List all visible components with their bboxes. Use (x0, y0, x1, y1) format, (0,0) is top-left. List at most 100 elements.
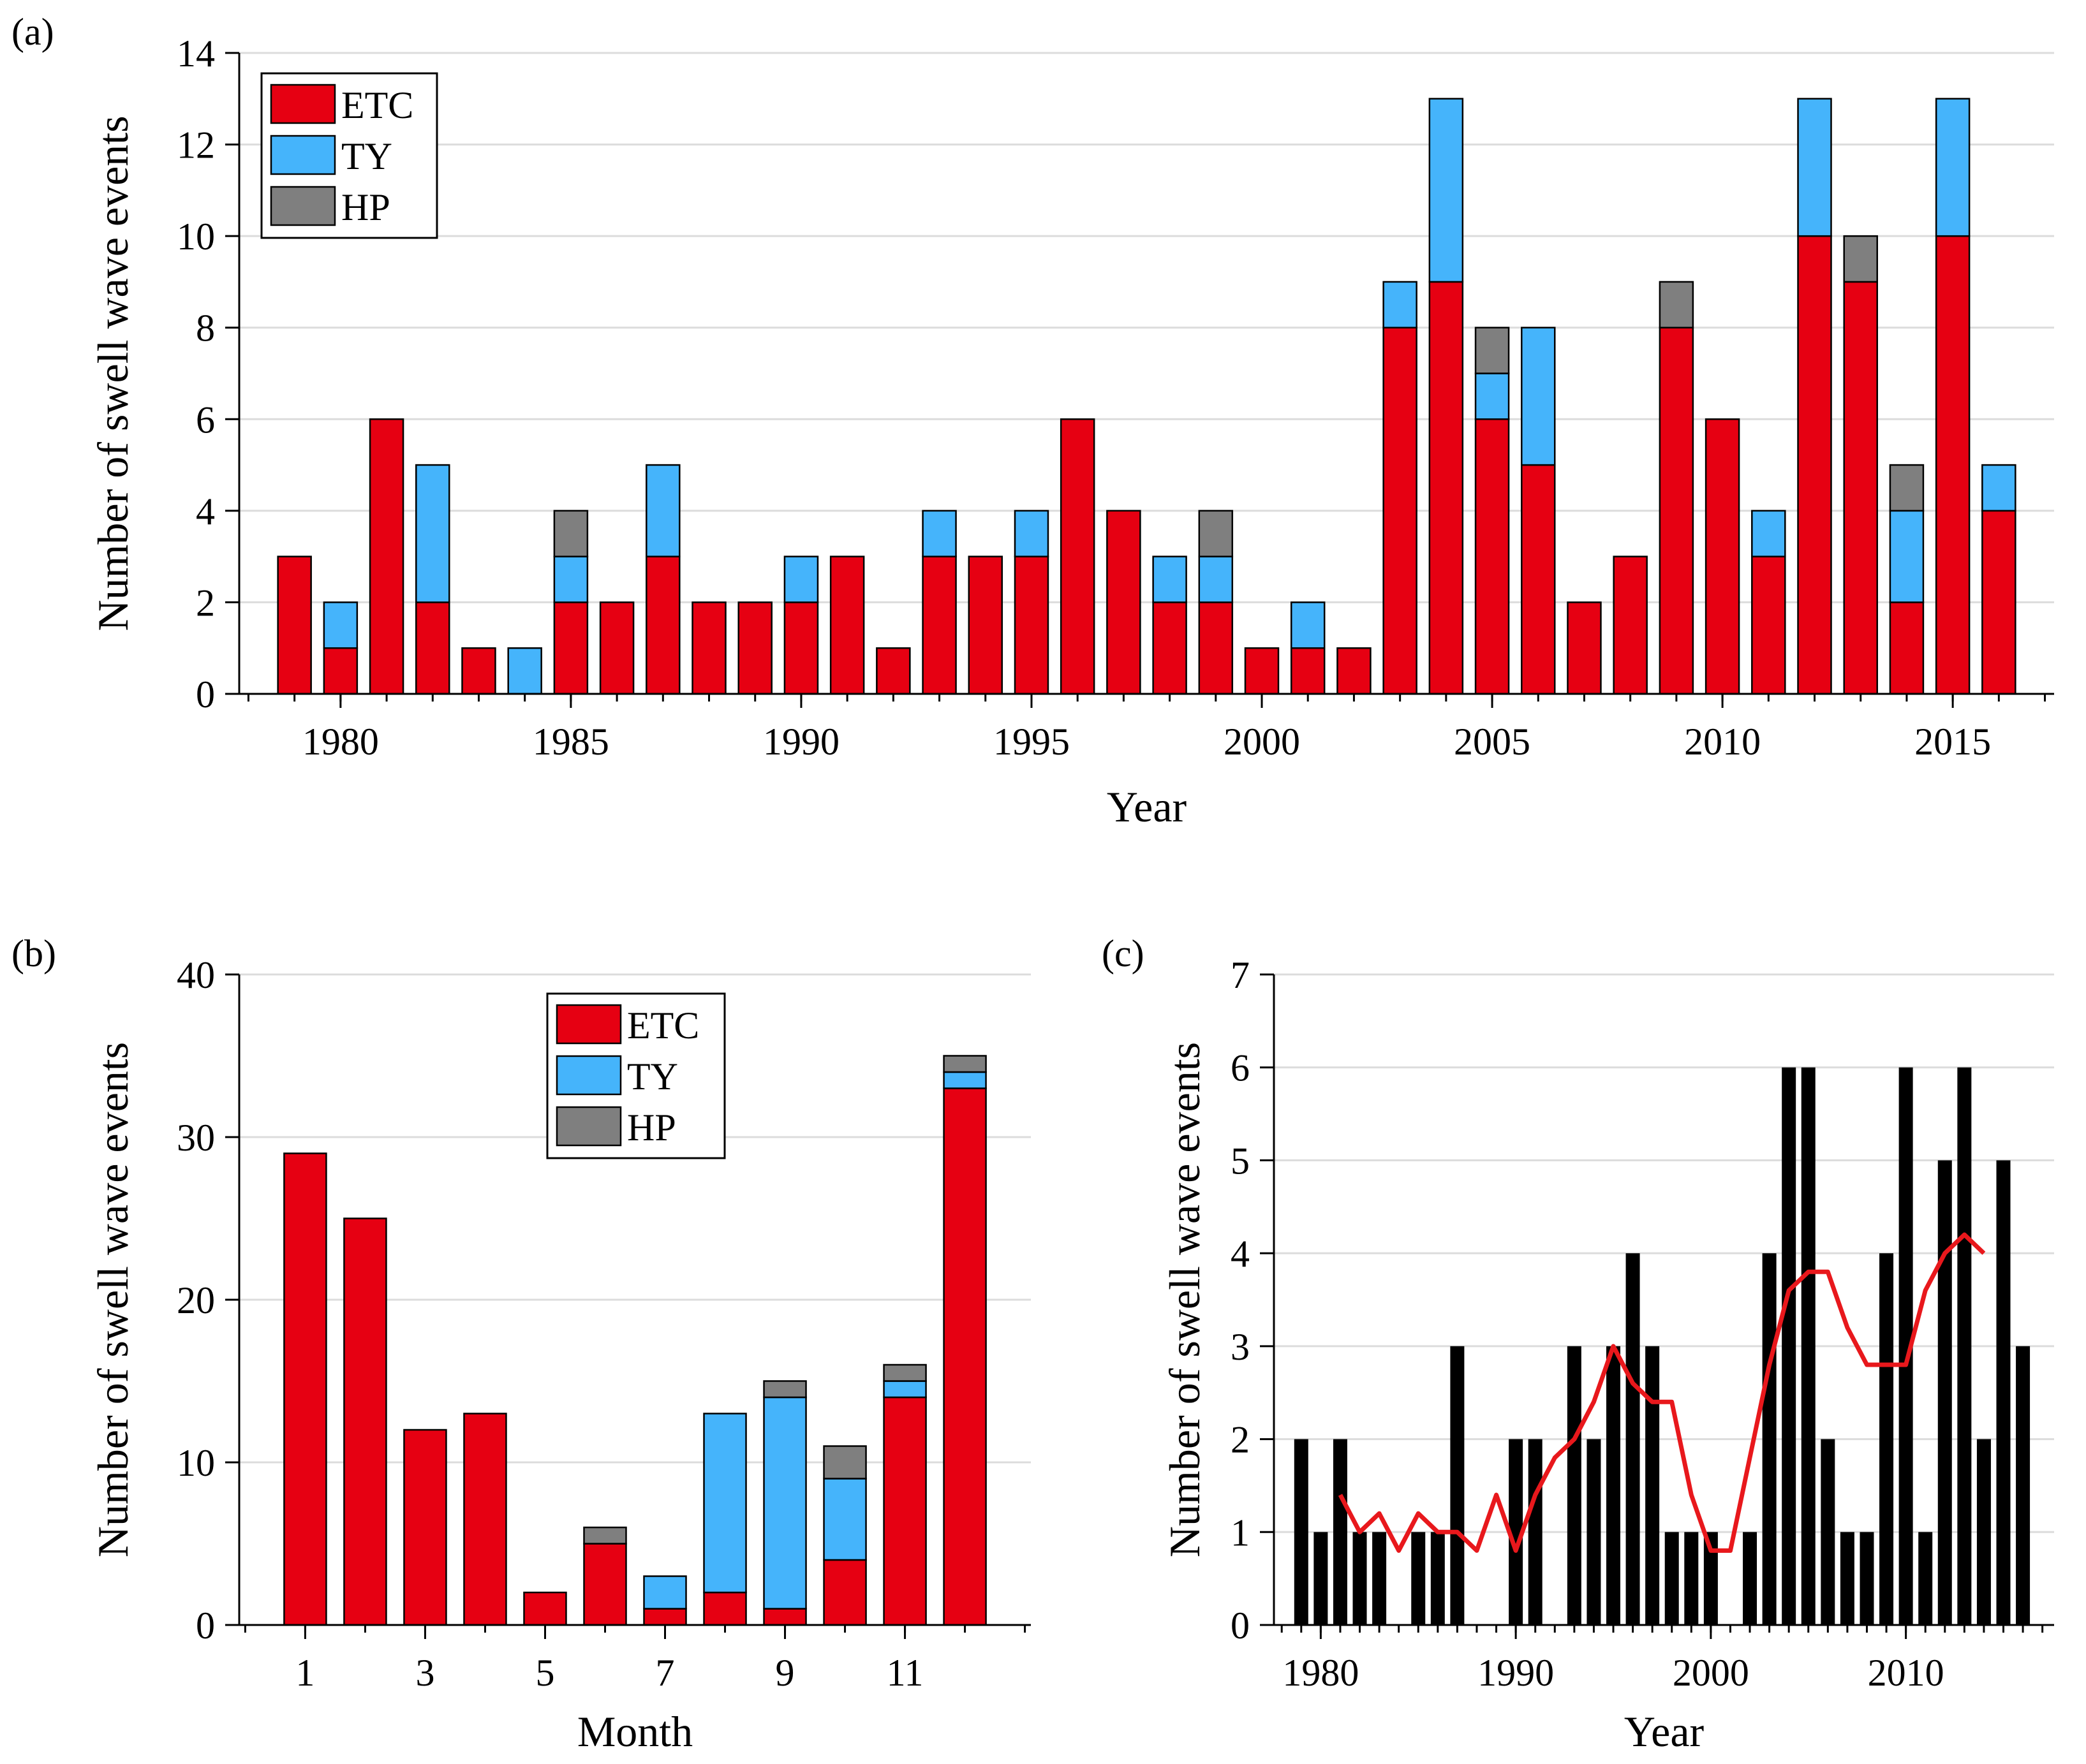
y-tick-label: 0 (1231, 1605, 1250, 1647)
bar-etc-2004 (1428, 281, 1464, 695)
bar-etc-1989 (737, 601, 773, 695)
bar-1983 (1372, 1532, 1387, 1625)
bar-hp-6 (583, 1526, 627, 1545)
y-axis-title: Number of swell wave events (1160, 1042, 1209, 1557)
bar-1990 (1509, 1439, 1523, 1625)
legend-label-ty: TY (341, 135, 392, 177)
bar-ty-1984 (507, 647, 542, 695)
bar-etc-1998 (1152, 601, 1187, 695)
bar-etc-2012 (1797, 235, 1832, 695)
bar-etc-2016 (1981, 510, 2016, 695)
bar-etc-2000 (1244, 647, 1280, 695)
bar-etc-1 (283, 1152, 327, 1626)
bar-etc-1988 (692, 601, 727, 695)
bar-ty-2016 (1981, 464, 2016, 512)
x-axis-title: Month (577, 1707, 693, 1756)
bar-2010 (1898, 1067, 1913, 1625)
legend-label-ty: TY (627, 1055, 678, 1098)
bar-etc-4 (463, 1413, 507, 1626)
bar-etc-2 (343, 1217, 387, 1626)
bar-ty-1980 (323, 601, 359, 649)
bar-ty-2011 (1751, 510, 1786, 557)
y-tick-label: 6 (196, 399, 215, 441)
bar-ty-1987 (646, 464, 681, 557)
bar-etc-12 (943, 1087, 987, 1626)
y-tick-label: 0 (196, 673, 215, 716)
bar-etc-2014 (1889, 601, 1925, 695)
bar-2016 (2016, 1346, 2031, 1625)
y-tick-label: 3 (1231, 1326, 1250, 1368)
bar-ty-1982 (415, 464, 450, 603)
bar-etc-2005 (1474, 418, 1510, 695)
bar-1987 (1450, 1346, 1465, 1625)
y-tick-label: 1 (1231, 1511, 1250, 1554)
x-tick-label: 3 (415, 1652, 434, 1694)
bar-hp-2013 (1843, 235, 1878, 283)
legend-swatch-etc (556, 1004, 622, 1045)
bar-etc-1979 (277, 555, 312, 695)
bar-etc-1996 (1060, 418, 1095, 695)
bar-1980 (1313, 1532, 1328, 1625)
bar-1993 (1567, 1346, 1581, 1625)
bar-2007 (1840, 1532, 1854, 1625)
y-tick-label: 10 (177, 216, 215, 258)
bar-etc-6 (583, 1543, 627, 1626)
bar-etc-1991 (829, 555, 865, 695)
bar-hp-2005 (1474, 327, 1510, 374)
legend-swatch-ty (556, 1055, 622, 1096)
bar-1995 (1606, 1346, 1621, 1625)
panel-b: 0 10 20 30 40 1 3 5 7 9 11 Month Number of swell wav… (11, 932, 1031, 1756)
x-tick-label: 2010 (1868, 1652, 1944, 1694)
y-tick-label: 4 (196, 490, 215, 533)
bar-etc-1980 (323, 647, 359, 695)
y-tick-label: 8 (196, 307, 215, 349)
bar-etc-2008 (1613, 555, 1648, 695)
bar-1997 (1645, 1346, 1660, 1625)
bar-2011 (1918, 1532, 1933, 1625)
bar-ty-1993 (922, 510, 957, 557)
legend-swatch-ty (270, 135, 336, 175)
bar-2014 (1976, 1439, 1991, 1625)
bar-2005 (1801, 1067, 1816, 1625)
bar-ty-8 (703, 1413, 747, 1594)
bar-etc-2010 (1705, 418, 1740, 695)
y-tick-label: 2 (1231, 1419, 1250, 1461)
panel-label: (c) (1102, 932, 1144, 974)
bar-ty-12 (943, 1071, 987, 1089)
x-tick-label: 2010 (1684, 721, 1761, 763)
legend-swatch-hp (556, 1106, 622, 1147)
bar-ty-2015 (1935, 98, 1971, 237)
bar-etc-2011 (1751, 555, 1786, 695)
bar-ty-1985 (553, 555, 589, 603)
bar-etc-2006 (1521, 464, 1556, 695)
bar-etc-5 (523, 1591, 567, 1626)
x-tick-label: 1995 (993, 721, 1070, 763)
bar-ty-10 (823, 1478, 867, 1561)
bar-2002 (1743, 1532, 1757, 1625)
bar-ty-2004 (1428, 98, 1464, 283)
bar-etc-7 (643, 1608, 687, 1626)
bar-1996 (1625, 1253, 1640, 1625)
y-tick-label: 12 (177, 124, 215, 166)
legend-swatch-etc (270, 84, 336, 124)
bar-ty-1999 (1198, 555, 1234, 603)
y-tick-label: 2 (196, 582, 215, 624)
bar-ty-2003 (1382, 281, 1417, 328)
x-tick-label: 2005 (1454, 721, 1530, 763)
bar-ty-2001 (1290, 601, 1326, 649)
bar-ty-2012 (1797, 98, 1832, 237)
y-tick-label: 10 (177, 1442, 215, 1484)
bar-etc-3 (403, 1429, 447, 1626)
bar-hp-2014 (1889, 464, 1925, 512)
x-tick-label: 7 (656, 1652, 675, 1694)
bar-ty-2014 (1889, 510, 1925, 603)
bar-2000 (1703, 1532, 1718, 1625)
bar-2012 (1937, 1160, 1952, 1625)
x-axis-title: Year (1624, 1707, 1705, 1756)
bar-2009 (1879, 1253, 1894, 1625)
x-tick-label: 2000 (1673, 1652, 1749, 1694)
y-tick-label: 20 (177, 1279, 215, 1321)
bar-ty-1990 (783, 555, 819, 603)
bar-1981 (1333, 1439, 1347, 1625)
x-tick-label: 1980 (1282, 1652, 1359, 1694)
